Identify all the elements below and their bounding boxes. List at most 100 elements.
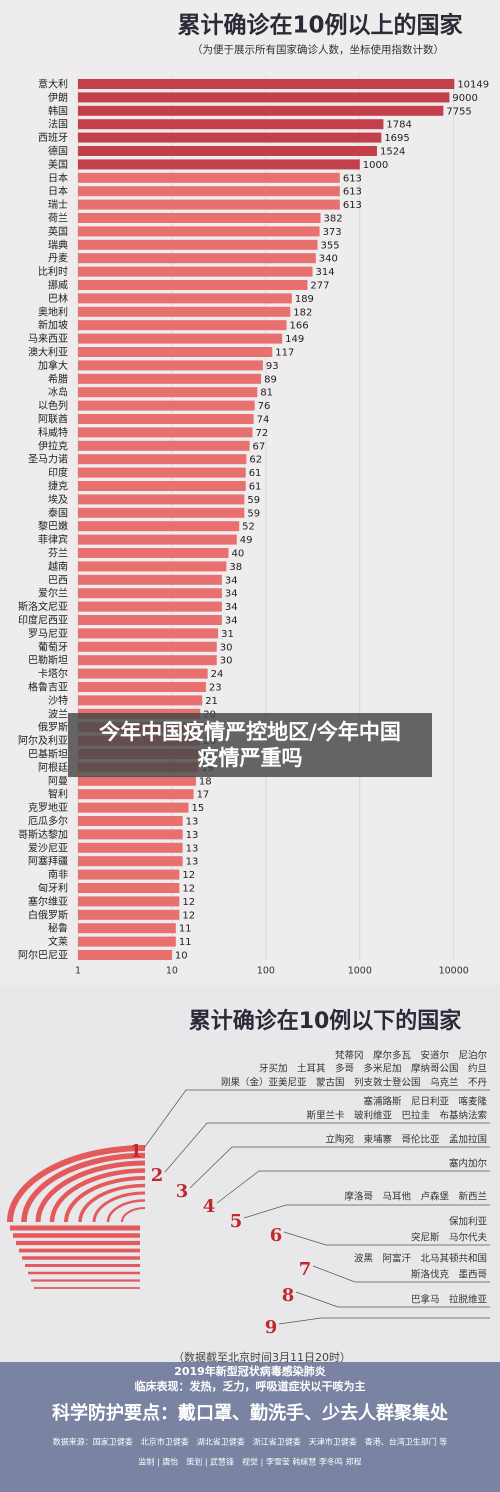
value-label: 34: [225, 589, 238, 600]
data-note: （数据截至北京时间3月11日20时）: [173, 1350, 351, 1364]
y-tick-label: 法国: [48, 118, 68, 131]
bar: [78, 186, 340, 197]
bar: [78, 481, 246, 491]
bar: [78, 695, 203, 706]
y-tick-label: 阿联酋: [38, 413, 68, 426]
y-tick-label: 罗马尼亚: [28, 628, 68, 640]
y-tick-label: 阿尔及利亚: [18, 734, 68, 747]
value-label: 12: [182, 870, 195, 881]
bar: [78, 521, 240, 532]
value-label: 11: [179, 924, 192, 935]
value-label: 373: [323, 227, 342, 238]
bar: [78, 896, 180, 907]
bar: [78, 253, 316, 264]
y-tick-label: 匈牙利: [38, 882, 68, 895]
country-list: 刚果（金）亚美尼亚 蒙古国 列支敦士登公国 乌克兰 不丹: [221, 1077, 487, 1089]
lower-panel-title: 累计确诊在10例以下的国家: [189, 1008, 463, 1034]
y-tick-label: 阿尔巴尼亚: [18, 949, 68, 962]
value-label: 355: [321, 240, 340, 251]
y-tick-label: 塞尔维亚: [28, 895, 68, 908]
bar: [78, 615, 222, 625]
bar: [78, 775, 196, 786]
bar: [78, 454, 247, 465]
bar: [78, 628, 219, 639]
footer-background: [0, 1362, 500, 1492]
bar: [78, 280, 308, 290]
bar: [78, 641, 217, 652]
country-list: 巴拿马 拉脱维亚: [411, 1294, 488, 1306]
value-label: 34: [225, 616, 238, 627]
bar: [78, 534, 237, 545]
bar: [78, 950, 172, 960]
value-label: 23: [209, 683, 222, 694]
bar: [78, 494, 245, 505]
country-list: 牙买加 土耳其 多哥 多米尼加 摩纳哥公国 约旦: [259, 1063, 487, 1075]
country-list: 塞浦路斯 尼日利亚 喀麦隆: [363, 1096, 487, 1108]
value-label: 52: [242, 522, 255, 533]
y-tick-label: 印度尼西亚: [18, 614, 68, 627]
x-tick-label: 1000: [348, 966, 372, 977]
y-tick-label: 泰国: [48, 506, 68, 519]
y-tick-label: 西班牙: [38, 132, 68, 144]
value-label: 24: [211, 669, 224, 680]
leader-line: [143, 1089, 490, 1149]
y-tick-label: 冰岛: [48, 386, 68, 399]
bar: [78, 132, 382, 143]
country-list: 摩洛哥 马耳他 卢森堡 新西兰: [344, 1191, 487, 1203]
bar: [78, 79, 455, 89]
chart-title: 累计确诊在10例以上的国家: [177, 12, 462, 39]
value-label: 1695: [384, 133, 409, 144]
value-label: 11: [179, 937, 192, 948]
group-number: 9: [265, 1317, 278, 1338]
y-tick-label: 黎巴嫩: [38, 520, 68, 533]
decorative-arc: [106, 1199, 146, 1223]
bar: [78, 588, 222, 599]
y-tick-label: 巴林: [48, 292, 68, 305]
value-label: 166: [290, 321, 309, 332]
value-label: 62: [249, 455, 262, 466]
y-tick-label: 韩国: [48, 104, 68, 117]
y-tick-label: 圣马力诺: [28, 453, 68, 466]
value-label: 314: [316, 267, 335, 278]
y-tick-label: 克罗地亚: [28, 801, 68, 814]
leader-line: [164, 1122, 490, 1173]
y-tick-label: 巴基斯坦: [28, 748, 68, 761]
group-number: 3: [176, 1181, 189, 1202]
group-number: 6: [270, 1225, 283, 1246]
value-label: 10: [175, 951, 188, 962]
value-label: 340: [319, 254, 338, 265]
overlay-title: 今年中国疫情严控地区/今年中国疫情严重吗: [99, 720, 401, 770]
y-tick-label: 智利: [48, 788, 68, 801]
bar: [78, 936, 176, 947]
bar: [78, 213, 321, 223]
y-tick-label: 挪威: [48, 279, 68, 292]
bar: [78, 306, 291, 317]
decorative-arc: [35, 1160, 146, 1223]
bar: [78, 293, 292, 304]
value-label: 1524: [380, 147, 405, 158]
bar: [78, 561, 227, 572]
value-label: 21: [205, 696, 218, 707]
value-label: 40: [231, 549, 244, 560]
bar: [78, 239, 318, 250]
decorative-arc: [64, 1176, 146, 1223]
y-tick-label: 伊拉克: [38, 439, 68, 452]
bar: [78, 360, 263, 371]
value-label: 18: [199, 776, 212, 787]
y-tick-label: 巴勒斯坦: [28, 654, 68, 667]
y-tick-label: 新加坡: [38, 319, 68, 332]
value-label: 613: [343, 173, 362, 184]
footer-headline: 科学防护要点：戴口罩、勤洗手、少去人群聚集处: [52, 1402, 449, 1424]
group-number: 1: [130, 1141, 143, 1162]
leader-line: [189, 1146, 490, 1189]
value-label: 12: [182, 884, 195, 895]
y-tick-label: 比利时: [38, 266, 68, 278]
leader-line: [278, 1317, 490, 1325]
y-tick-label: 瑞士: [48, 198, 68, 211]
value-label: 7755: [446, 106, 471, 117]
decorative-arc: [7, 1145, 146, 1223]
bar: [78, 105, 444, 116]
bar: [78, 333, 283, 344]
y-tick-label: 丹麦: [48, 253, 68, 265]
